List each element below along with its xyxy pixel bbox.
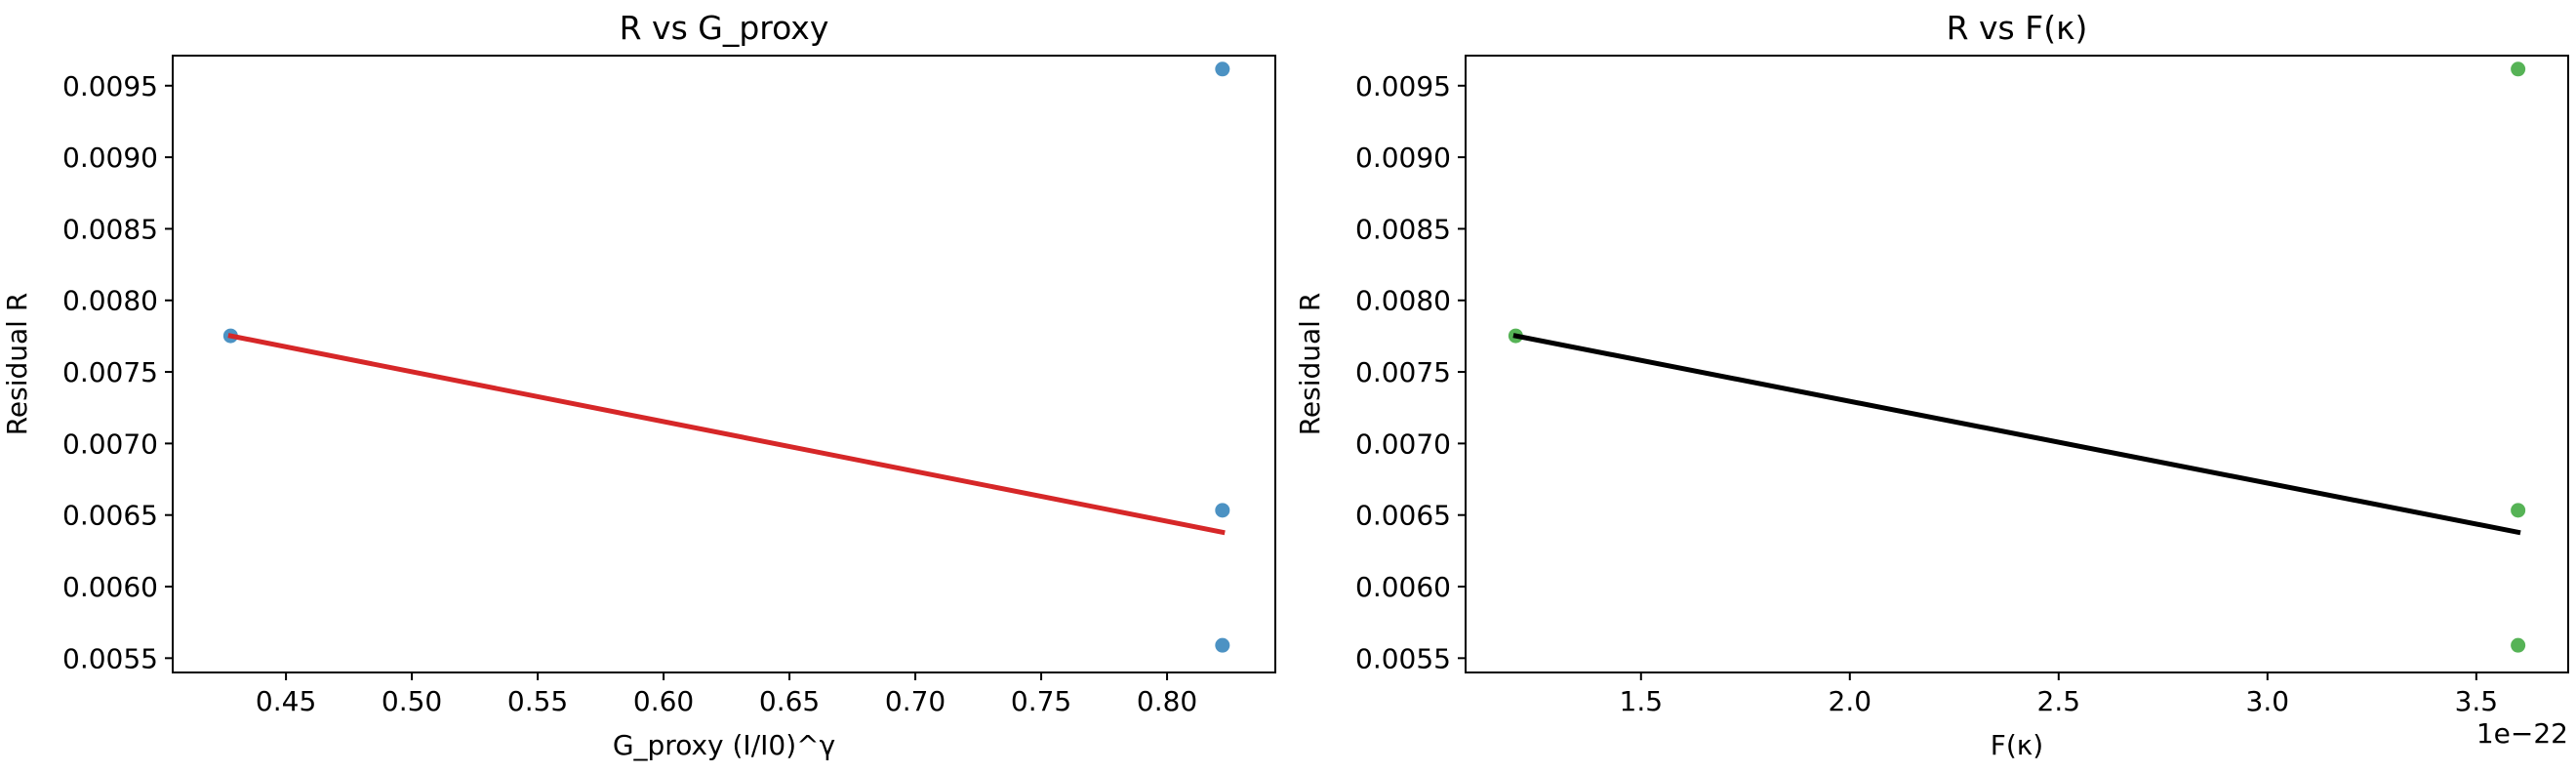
y-tick-label: 0.0080: [62, 285, 158, 317]
y-tick-label: 0.0075: [62, 356, 158, 388]
x-tick-label: 0.65: [759, 685, 820, 717]
y-tick-label: 0.0055: [62, 642, 158, 674]
x-axis-label: F(κ): [1991, 729, 2043, 761]
y-tick-label: 0.0090: [62, 142, 158, 174]
y-tick-label: 0.0090: [1355, 142, 1451, 174]
chart-title: R vs F(κ): [1947, 9, 2088, 47]
y-tick-label: 0.0095: [62, 70, 158, 102]
data-point: [1215, 503, 1230, 518]
x-offset-label: 1e−22: [2476, 717, 2568, 750]
x-tick-label: 2.0: [1829, 685, 1872, 717]
y-tick-label: 0.0070: [1355, 427, 1451, 460]
x-tick-label: 0.60: [633, 685, 694, 717]
x-axis-label: G_proxy (I/I0)^γ: [613, 729, 835, 761]
data-point: [2511, 61, 2526, 77]
x-tick-label: 2.5: [2037, 685, 2081, 717]
y-tick-label: 0.0060: [62, 571, 158, 603]
y-tick-label: 0.0070: [62, 427, 158, 460]
y-axis-label: Residual R: [1, 293, 33, 436]
y-tick-label: 0.0095: [1355, 70, 1451, 102]
y-tick-label: 0.0075: [1355, 356, 1451, 388]
x-tick-label: 0.75: [1011, 685, 1071, 717]
y-tick-label: 0.0065: [62, 500, 158, 532]
chart-panel-g-proxy: R vs G_proxy 0.0055 0.0060 0.0065 0.0070 0.00…: [1, 9, 1276, 761]
data-point: [1215, 637, 1230, 653]
data-point: [1215, 61, 1230, 77]
fit-line: [1512, 333, 2521, 536]
x-tick-label: 0.80: [1137, 685, 1197, 717]
fit-line: [227, 333, 1226, 536]
y-tick-label: 0.0085: [1355, 213, 1451, 245]
y-tick-label: 0.0065: [1355, 500, 1451, 532]
data-point: [2511, 637, 2526, 653]
y-tick-label: 0.0085: [62, 213, 158, 245]
chart-panel-f-kappa: R vs F(κ) 0.0055 0.0060 0.0065 0.0070 0.0075 0…: [1294, 9, 2569, 761]
data-point: [2511, 503, 2526, 518]
x-tick-label: 3.0: [2246, 685, 2290, 717]
x-tick-label: 1.5: [1620, 685, 1664, 717]
y-tick-label: 0.0055: [1355, 642, 1451, 674]
x-tick-label: 0.45: [256, 685, 316, 717]
y-tick-label: 0.0080: [1355, 285, 1451, 317]
y-axis-label: Residual R: [1294, 293, 1326, 436]
x-tick-label: 0.55: [507, 685, 568, 717]
chart-title: R vs G_proxy: [620, 9, 829, 47]
x-tick-label: 0.70: [885, 685, 946, 717]
axes-frame: [1465, 55, 2569, 673]
axes-frame: [172, 55, 1276, 673]
y-tick-label: 0.0060: [1355, 571, 1451, 603]
x-tick-label: 0.50: [382, 685, 442, 717]
x-tick-label: 3.5: [2455, 685, 2499, 717]
